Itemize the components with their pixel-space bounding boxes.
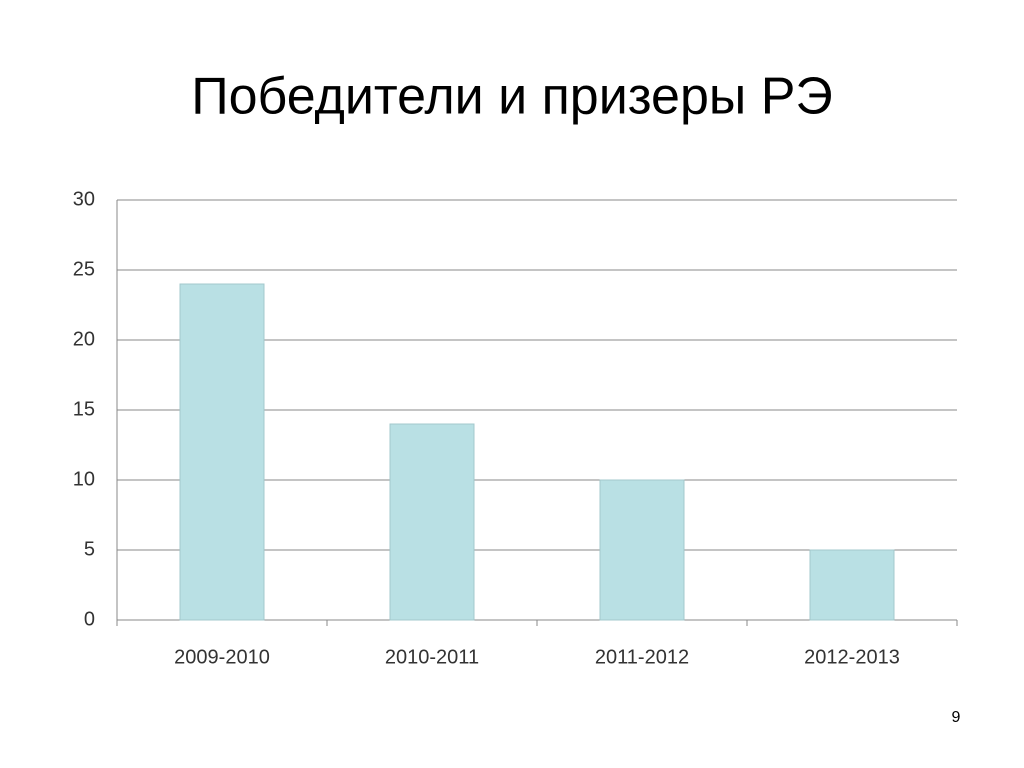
bar	[389, 423, 475, 621]
slide-number: 9	[952, 709, 961, 726]
x-tick-label: 2012-2013	[804, 646, 900, 668]
y-tick-label: 20	[73, 328, 95, 350]
x-tick-label: 2010-2011	[385, 646, 479, 668]
y-tick-label: 15	[73, 398, 95, 420]
x-tick-label: 2009-2010	[174, 646, 270, 668]
y-tick-label: 10	[73, 468, 95, 490]
bar	[599, 479, 685, 621]
bar	[179, 283, 265, 621]
y-tick-label: 0	[84, 608, 95, 630]
x-tick-label: 2011-2012	[595, 646, 689, 668]
y-tick-label: 5	[84, 538, 95, 560]
chart-title: Победители и призеры РЭ	[191, 68, 833, 126]
bar	[809, 549, 895, 621]
y-tick-label: 30	[73, 188, 95, 210]
y-tick-label: 25	[73, 258, 95, 280]
